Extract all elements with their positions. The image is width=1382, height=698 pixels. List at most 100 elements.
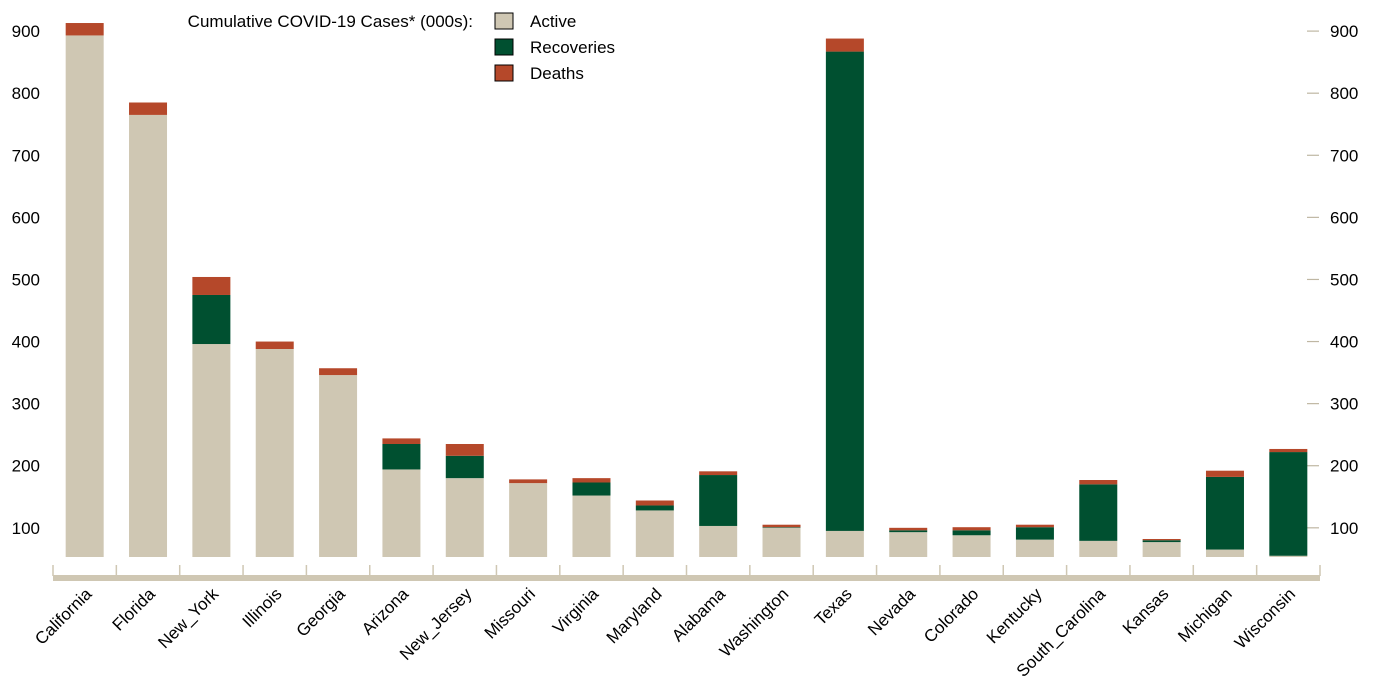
bar-active-washington — [762, 527, 801, 557]
y-tick-label-right: 500 — [1330, 270, 1358, 289]
bar-deaths-missouri — [509, 479, 548, 484]
y-tick-label-right: 400 — [1330, 333, 1358, 352]
bar-recoveries-new-jersey — [445, 455, 484, 479]
y-tick-label-right: 600 — [1330, 208, 1358, 227]
bar-active-virginia — [572, 495, 611, 557]
y-tick-label-right: 200 — [1330, 457, 1358, 476]
y-tick-label-right: 700 — [1330, 146, 1358, 165]
x-tick-label: Arizona — [358, 584, 413, 639]
legend-label-deaths: Deaths — [530, 64, 584, 83]
bar-recoveries-kentucky — [1015, 527, 1054, 540]
x-axis — [52, 565, 1321, 581]
y-tick-label-right: 800 — [1330, 84, 1358, 103]
bar-active-colorado — [952, 535, 991, 557]
x-tick-label: California — [31, 584, 96, 649]
x-tick-label: Wisconsin — [1231, 584, 1299, 652]
y-axis-right: 100 200 300 400 500 600 700 800 900 — [1307, 22, 1358, 538]
legend-swatch-recoveries — [494, 38, 514, 56]
bar-deaths-florida — [129, 102, 168, 115]
bar-deaths-illinois — [255, 341, 294, 349]
bar-deaths-wisconsin — [1269, 448, 1308, 453]
bar-deaths-alabama — [699, 471, 738, 476]
y-tick-label-left: 600 — [12, 208, 40, 227]
bar-deaths-maryland — [635, 500, 674, 506]
bar-active-kentucky — [1015, 539, 1054, 557]
bar-active-florida — [129, 114, 168, 558]
chart-title: Cumulative COVID-19 Cases* (000s): — [188, 12, 473, 31]
bar-deaths-new-york — [192, 276, 231, 295]
x-tick-label: Alabama — [668, 584, 729, 645]
y-tick-label-left: 400 — [12, 333, 40, 352]
bars — [65, 23, 1308, 558]
bar-deaths-michigan — [1205, 470, 1244, 477]
bar-active-california — [65, 35, 104, 558]
x-tick-label: Georgia — [293, 584, 350, 641]
bar-recoveries-alabama — [699, 475, 738, 526]
x-tick-label: Illinois — [239, 584, 286, 631]
bar-deaths-nevada — [889, 527, 928, 531]
legend-label-active: Active — [530, 12, 576, 31]
bar-active-michigan — [1205, 549, 1244, 557]
bar-active-new-york — [192, 344, 231, 557]
x-tick-label: Virginia — [549, 584, 603, 638]
y-tick-label-left: 800 — [12, 84, 40, 103]
bar-active-new-jersey — [445, 478, 484, 557]
bar-active-missouri — [509, 483, 548, 557]
legend-label-recoveries: Recoveries — [530, 38, 615, 57]
x-tick-label: New_York — [154, 584, 222, 652]
bar-recoveries-colorado — [952, 530, 991, 536]
y-tick-label-left: 100 — [12, 519, 40, 538]
bar-active-maryland — [635, 510, 674, 557]
x-tick-label: Colorado — [920, 584, 982, 646]
x-tick-label: Michigan — [1174, 584, 1236, 646]
y-tick-label-left: 900 — [12, 22, 40, 41]
bar-recoveries-south-carolina — [1079, 484, 1118, 541]
bar-active-south-carolina — [1079, 540, 1118, 557]
bar-active-texas — [825, 530, 864, 557]
x-tick-label: Missouri — [481, 584, 539, 642]
bar-deaths-washington — [762, 524, 801, 528]
bar-recoveries-wisconsin — [1269, 452, 1308, 556]
bar-recoveries-texas — [825, 51, 864, 531]
bar-recoveries-new-york — [192, 294, 231, 345]
y-tick-label-right: 300 — [1330, 395, 1358, 414]
x-tick-label: Texas — [811, 584, 856, 629]
bar-active-arizona — [382, 469, 421, 557]
bar-recoveries-virginia — [572, 482, 611, 496]
bar-deaths-kansas — [1142, 538, 1181, 541]
bar-deaths-texas — [825, 38, 864, 52]
bar-recoveries-nevada — [889, 530, 928, 533]
bar-recoveries-kansas — [1142, 540, 1181, 543]
bar-deaths-virginia — [572, 478, 611, 483]
x-axis-line — [53, 575, 1320, 581]
legend: Active Recoveries Deaths — [494, 12, 615, 83]
x-tick-label: Nevada — [864, 584, 919, 639]
bar-deaths-kentucky — [1015, 524, 1054, 528]
bar-recoveries-michigan — [1205, 476, 1244, 550]
legend-swatch-deaths — [494, 64, 514, 82]
y-tick-label-left: 300 — [12, 395, 40, 414]
bar-active-alabama — [699, 525, 738, 557]
x-tick-label: Washington — [716, 584, 792, 660]
bar-deaths-georgia — [319, 368, 358, 376]
bar-active-georgia — [319, 375, 358, 557]
bar-active-illinois — [255, 348, 294, 557]
bar-deaths-california — [65, 23, 104, 36]
bar-recoveries-washington — [762, 527, 801, 528]
y-tick-label-left: 700 — [12, 146, 40, 165]
y-tick-label-right: 100 — [1330, 519, 1358, 538]
bar-recoveries-arizona — [382, 443, 421, 470]
bar-active-wisconsin — [1269, 555, 1308, 557]
y-axis-left: 100 200 300 400 500 600 700 800 900 — [12, 22, 40, 538]
bar-deaths-colorado — [952, 527, 991, 531]
y-tick-label-left: 200 — [12, 457, 40, 476]
x-tick-label: Florida — [109, 584, 160, 635]
bar-deaths-south-carolina — [1079, 480, 1118, 485]
y-tick-label-left: 500 — [12, 270, 40, 289]
x-tick-label: Kansas — [1119, 584, 1173, 638]
y-tick-label-right: 900 — [1330, 22, 1358, 41]
bar-active-kansas — [1142, 542, 1181, 557]
x-tick-label: Kentucky — [983, 584, 1046, 647]
bar-deaths-new-jersey — [445, 443, 484, 456]
